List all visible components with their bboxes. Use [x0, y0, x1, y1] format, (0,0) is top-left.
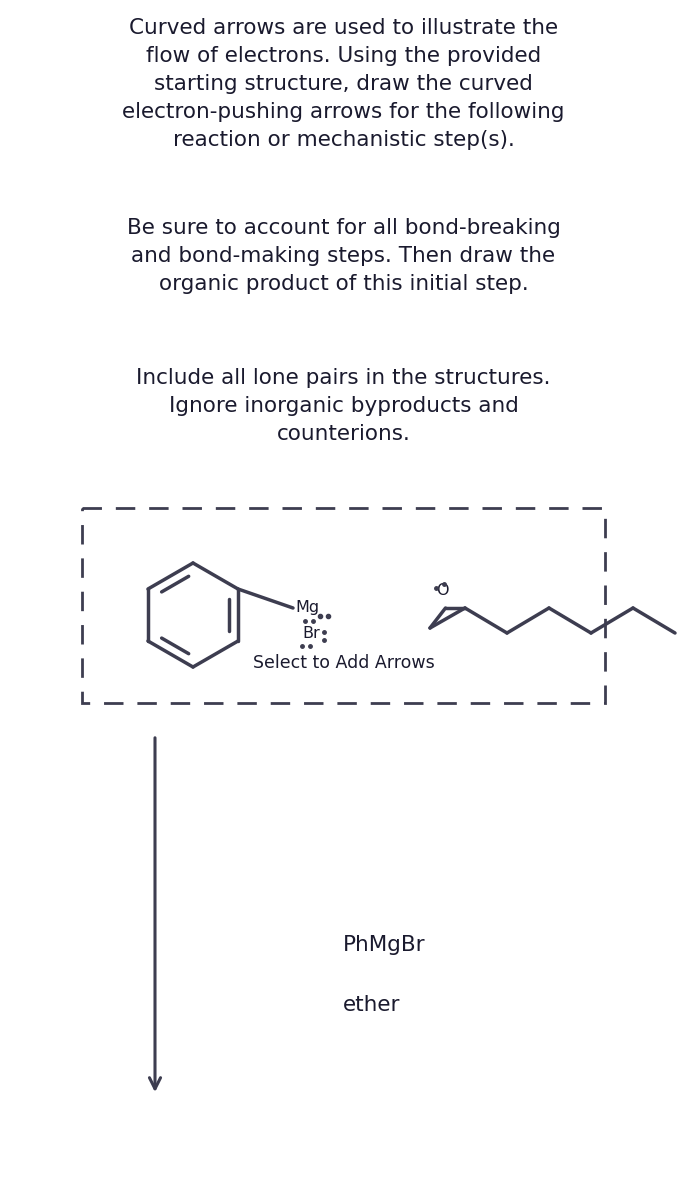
Bar	[82, 508, 605, 703]
Text: Curved arrows are used to illustrate the
flow of electrons. Using the provided
s: Curved arrows are used to illustrate the…	[122, 18, 565, 150]
Text: PhMgBr: PhMgBr	[343, 935, 426, 955]
Text: Select to Add Arrows: Select to Add Arrows	[253, 654, 434, 672]
Text: Mg: Mg	[295, 600, 319, 614]
Text: Include all lone pairs in the structures.
Ignore inorganic byproducts and
counte: Include all lone pairs in the structures…	[136, 368, 551, 444]
Text: O: O	[436, 583, 449, 598]
Text: Be sure to account for all bond-breaking
and bond-making steps. Then draw the
or: Be sure to account for all bond-breaking…	[126, 218, 561, 294]
Text: Br: Br	[302, 626, 319, 641]
Text: ether: ether	[343, 995, 401, 1015]
